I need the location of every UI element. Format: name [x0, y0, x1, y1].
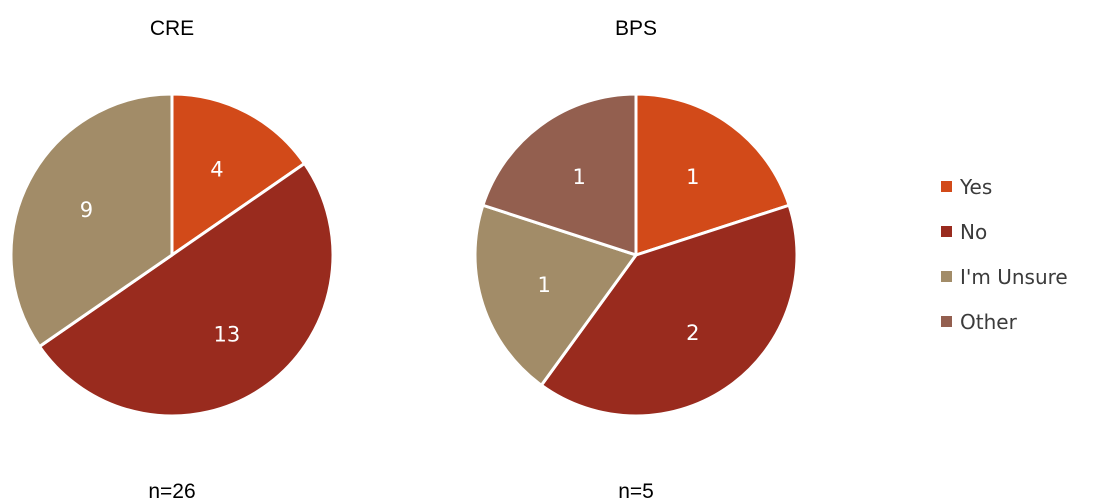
pie-chart-cre: CRE 4 13 9 n=26: [9, 17, 335, 503]
pie-slice-i-m-unsure: [473, 203, 638, 387]
slice-value-label-yes: 1: [686, 165, 699, 189]
pie-slice-i-m-unsure: [9, 92, 174, 348]
pie-slice-yes: [170, 92, 306, 257]
pie-slice-yes: [634, 92, 791, 257]
sample-size-bps: n=5: [618, 480, 654, 503]
chart-title-bps: BPS: [615, 17, 657, 40]
pie-bps: 1 2 1 1: [473, 92, 799, 418]
pie-chart-bps: BPS 1 2 1 1 n=5: [473, 17, 799, 503]
legend-swatch-unsure: [941, 271, 952, 282]
pie-slice-other: [481, 92, 638, 257]
slice-value-label-i-m-unsure: 9: [80, 198, 93, 222]
slice-value-label-i-m-unsure: 1: [537, 273, 550, 297]
slice-value-label-other: 1: [573, 165, 586, 189]
slice-value-label-no: 2: [686, 321, 699, 345]
pie-slice-no: [37, 162, 335, 418]
legend-label-no: No: [960, 220, 987, 244]
legend-label-yes: Yes: [959, 175, 992, 199]
legend-label-unsure: I'm Unsure: [960, 265, 1068, 289]
slice-value-label-yes: 4: [210, 157, 223, 181]
legend-swatch-no: [941, 226, 952, 237]
sample-size-cre: n=26: [148, 480, 195, 503]
legend-swatch-yes: [941, 181, 952, 192]
legend-label-other: Other: [960, 310, 1018, 334]
legend-swatch-other: [941, 316, 952, 327]
slice-value-label-no: 13: [214, 323, 241, 347]
pie-slice-no: [539, 203, 799, 418]
pie-cre: 4 13 9: [9, 92, 335, 418]
legend: Yes No I'm Unsure Other: [941, 175, 1068, 334]
chart-title-cre: CRE: [150, 17, 194, 40]
